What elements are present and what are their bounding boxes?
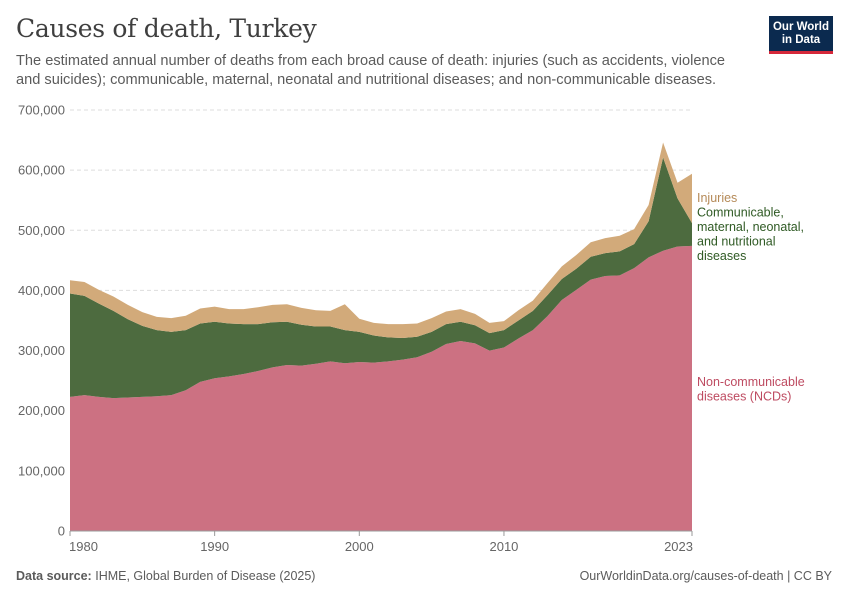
legend-line: Communicable, — [697, 206, 784, 220]
owid-logo[interactable]: Our World in Data — [769, 16, 833, 54]
x-tick-label: 2010 — [489, 539, 518, 554]
legend-injuries[interactable]: Injuries — [697, 191, 737, 205]
y-tick-label: 700,000 — [18, 103, 65, 118]
chart-subtitle: The estimated annual number of deaths fr… — [16, 53, 726, 88]
legend-line: and nutritional — [697, 235, 776, 249]
y-tick-label: 300,000 — [18, 343, 65, 358]
y-tick-label: 100,000 — [18, 463, 65, 478]
data-source-text: IHME, Global Burden of Disease (2025) — [95, 569, 316, 583]
area-series — [70, 142, 692, 532]
x-tick-label: 1980 — [69, 539, 98, 554]
x-tick-label: 2023 — [664, 539, 693, 554]
area-injuries[interactable] — [70, 142, 692, 338]
y-tick-label: 600,000 — [18, 163, 65, 178]
legend-line: diseases — [697, 249, 746, 263]
legend-communicable[interactable]: Communicable, maternal, neonatal, and nutr… — [697, 206, 804, 264]
y-tick-label: 400,000 — [18, 283, 65, 298]
y-tick-label: 500,000 — [18, 223, 65, 238]
area-communicable[interactable] — [70, 157, 692, 399]
legend-line: maternal, neonatal, — [697, 220, 804, 234]
x-tick-label: 2000 — [345, 539, 374, 554]
legend-line: Injuries — [697, 191, 737, 205]
legend-line: Non-communicable — [697, 375, 805, 389]
data-source: Data source: IHME, Global Burden of Dise… — [16, 569, 315, 583]
x-tick-label: 1990 — [200, 539, 229, 554]
source-link[interactable]: OurWorldinData.org/causes-of-death | CC … — [579, 569, 832, 583]
axes: 0 100,000 200,000 300,000 400,000 500,000 600,… — [18, 103, 693, 555]
y-tick-label: 200,000 — [18, 403, 65, 418]
y-tick-label: 0 — [58, 524, 65, 539]
chart-title: Causes of death, Turkey — [16, 14, 317, 43]
legend-ncd[interactable]: Non-communicable diseases (NCDs) — [697, 375, 805, 404]
legend-line: diseases (NCDs) — [697, 390, 791, 404]
logo-line-1: Our World — [772, 21, 829, 33]
data-source-label: Data source: — [16, 569, 92, 583]
area-ncd[interactable] — [70, 245, 692, 532]
logo-line-2: in Data — [781, 33, 821, 46]
